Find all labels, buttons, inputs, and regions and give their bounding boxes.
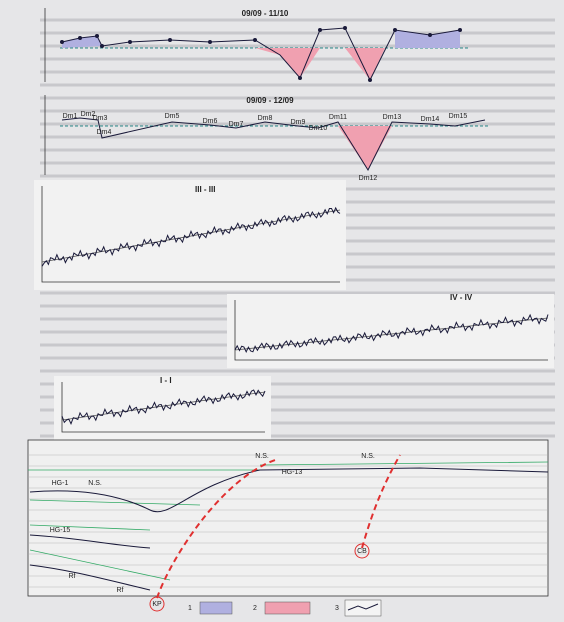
point-label: Dm1 <box>63 113 78 120</box>
point <box>458 28 462 32</box>
section-label: HG-1 <box>52 480 69 487</box>
section-label: N.S. <box>361 453 375 460</box>
point-label: Dm8 <box>258 115 273 122</box>
marker <box>354 543 370 559</box>
axis <box>234 300 548 361</box>
point <box>393 28 397 32</box>
point <box>343 26 347 30</box>
horizon <box>29 534 151 549</box>
layer <box>259 461 549 466</box>
point <box>78 36 82 40</box>
point-label: Dm6 <box>203 118 218 125</box>
point <box>60 40 64 44</box>
point <box>318 28 322 32</box>
panel-title: III - III <box>195 185 215 194</box>
layer <box>29 499 201 506</box>
profile-chart <box>227 294 554 368</box>
point-label: Dm12 <box>359 175 378 182</box>
section-label: N.S. <box>255 453 269 460</box>
layer <box>29 549 171 581</box>
line <box>61 389 266 425</box>
panel-title: IV - IV <box>450 293 473 302</box>
point <box>428 33 432 37</box>
panel-title: I - I <box>160 376 172 385</box>
legend-label: 1 <box>188 605 192 612</box>
line <box>61 27 461 82</box>
line <box>61 117 486 172</box>
negative-area <box>345 48 385 80</box>
legend-swatch <box>264 601 311 615</box>
section-label: HG-13 <box>282 469 303 476</box>
point <box>253 38 257 42</box>
section-label: CB <box>357 548 367 555</box>
fault <box>156 459 276 599</box>
point-label: Dm5 <box>165 113 180 120</box>
section-label: KP <box>152 601 162 608</box>
axis <box>61 382 265 433</box>
point-label: Dm11 <box>329 114 347 121</box>
horizon <box>29 564 151 591</box>
point-label: Dm14 <box>421 116 440 123</box>
legend: 1 2 3 <box>188 599 382 617</box>
line <box>41 206 341 267</box>
section-label: N.S. <box>88 480 102 487</box>
legend-label: 2 <box>253 605 257 612</box>
positive-area <box>395 30 460 48</box>
marker <box>149 596 165 612</box>
panel-title: 09/09 - 12/09 <box>246 96 294 105</box>
point-label: Dm3 <box>93 115 108 122</box>
point <box>368 78 372 82</box>
point-label: Dm4 <box>97 129 112 136</box>
point-label: Dm9 <box>291 119 306 126</box>
point-label: Dm2 <box>81 111 96 118</box>
legend-swatch <box>199 601 233 615</box>
horizon <box>29 467 549 513</box>
line <box>234 313 549 353</box>
section-label: Rf <box>69 573 76 580</box>
negative-area <box>338 126 392 170</box>
point <box>128 40 132 44</box>
legend-line <box>347 603 379 611</box>
panel-bg <box>227 294 554 368</box>
section-bg <box>27 439 549 597</box>
point-label: Dm13 <box>383 114 402 121</box>
point <box>298 76 302 80</box>
cross-section: N.S. N.S. N.S. HG-1 HG-15 HG-13 Rf Rf KP CB <box>27 439 549 612</box>
point-label: Dm10 <box>309 125 328 132</box>
section-label: Rf <box>117 587 124 594</box>
trend <box>234 317 549 351</box>
panel-title: 09/09 - 11/10 <box>242 9 289 18</box>
point <box>168 38 172 42</box>
profile-chart <box>34 180 346 290</box>
section-label: HG-15 <box>50 527 71 534</box>
layer <box>29 524 151 531</box>
point <box>100 44 104 48</box>
axis <box>41 186 340 283</box>
profile-chart <box>54 376 271 440</box>
legend-label: 3 <box>335 605 339 612</box>
point-label: Dm7 <box>229 121 244 128</box>
point <box>208 40 212 44</box>
trend <box>61 391 266 421</box>
positive-area <box>62 36 102 48</box>
point-label: Dm15 <box>449 113 468 120</box>
point <box>95 34 99 38</box>
